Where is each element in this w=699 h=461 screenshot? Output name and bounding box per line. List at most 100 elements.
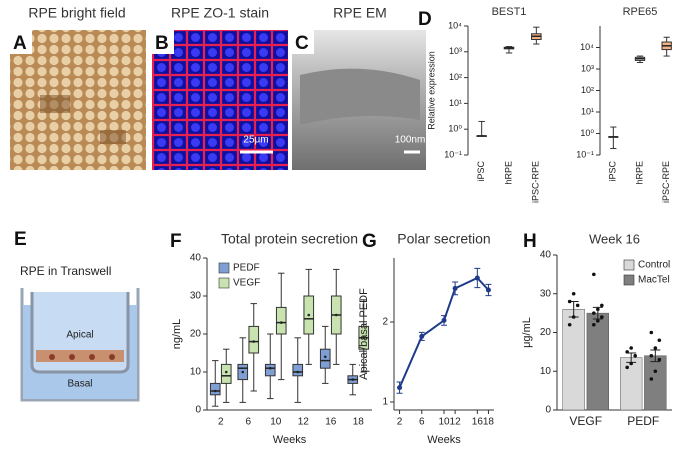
- mean: [334, 313, 338, 317]
- box: [220, 363, 232, 384]
- y-tick-label: 2: [382, 317, 388, 328]
- y-tick-label: 10²: [449, 72, 462, 82]
- y-tick-label: 10⁴: [448, 20, 462, 30]
- y-axis-label: ng/mL: [171, 319, 183, 350]
- y-tick-label: 40: [190, 253, 202, 264]
- image-shade: [100, 130, 126, 144]
- y-tick-label: 10¹: [581, 106, 594, 116]
- x-tick-label: VEGF: [569, 414, 602, 428]
- point: [485, 287, 491, 293]
- mean: [279, 321, 283, 324]
- data-point: [571, 315, 576, 319]
- chart-title: Week 16: [589, 231, 640, 246]
- data-point: [596, 319, 600, 323]
- data-point: [629, 361, 633, 366]
- panel-letter: D: [418, 9, 432, 30]
- diagram-title: RPE in Transwell: [20, 264, 111, 278]
- x-tick-label: 16: [472, 417, 484, 428]
- mean: [224, 370, 228, 374]
- data-point: [649, 353, 654, 358]
- data-point: [600, 303, 604, 308]
- data-point: [649, 377, 654, 381]
- scale-label: 25μm: [243, 135, 268, 146]
- y-tick-label: 10⁻¹: [444, 149, 462, 159]
- data-point: [653, 346, 658, 350]
- y-tick-label: 10⁰: [580, 128, 594, 138]
- y-tick-label: 10¹: [449, 98, 462, 108]
- panel-letter: H: [523, 231, 537, 252]
- bar: [620, 357, 643, 411]
- cell-layer: [36, 350, 124, 362]
- x-tick-label: 18: [353, 417, 365, 428]
- data-point: [625, 365, 629, 370]
- y-tick-label: 0: [195, 405, 201, 416]
- data-point: [571, 291, 576, 296]
- box: [209, 382, 221, 396]
- panel-title: RPE EM: [333, 5, 387, 21]
- panel-letter: F: [170, 231, 182, 252]
- mean: [241, 370, 245, 374]
- nucleus: [89, 354, 95, 360]
- mean: [252, 340, 256, 343]
- legend-swatch: [218, 262, 230, 274]
- data-point: [567, 322, 572, 327]
- y-tick-label: 10³: [581, 63, 594, 73]
- legend-label: MacTel: [638, 275, 670, 286]
- nucleus: [49, 354, 55, 360]
- mean: [307, 313, 311, 317]
- x-tick-label: iPSC: [476, 161, 486, 182]
- panel-letter: A: [13, 33, 27, 54]
- x-tick-label: 6: [245, 417, 251, 428]
- y-tick-label: 20: [540, 327, 552, 338]
- x-tick-label: hRPE: [503, 161, 513, 185]
- box: [275, 306, 287, 335]
- x-tick-label: iPSC-RPE: [531, 161, 541, 203]
- legend-swatch: [218, 277, 230, 289]
- y-axis-label: Apical/basal PEDF: [358, 288, 370, 380]
- y-tick-label: 20: [190, 329, 202, 340]
- point: [452, 285, 458, 291]
- legend-swatch: [623, 274, 635, 286]
- nucleus: [69, 354, 75, 360]
- x-tick-label: 10: [438, 417, 450, 428]
- x-axis-label: Weeks: [273, 434, 307, 446]
- x-tick-label: iPSC: [608, 161, 618, 182]
- box: [248, 325, 260, 354]
- y-tick-label: 10: [190, 367, 202, 378]
- bar: [586, 312, 610, 411]
- y-tick-label: 10⁻¹: [576, 149, 594, 159]
- data-point: [575, 303, 580, 308]
- data-point: [653, 369, 658, 374]
- data-point: [600, 315, 604, 319]
- y-tick-label: 10²: [581, 85, 594, 95]
- box: [319, 348, 331, 369]
- box: [264, 363, 276, 377]
- apical-label: Apical: [66, 330, 93, 341]
- data-point: [592, 272, 596, 277]
- legend-label: VEGF: [233, 278, 260, 289]
- point: [397, 385, 403, 391]
- well: [20, 288, 140, 402]
- chart-title: Total protein secretion: [221, 231, 358, 247]
- y-tick-label: 10: [540, 366, 552, 377]
- point: [441, 317, 447, 323]
- brightfield-image: [10, 30, 146, 170]
- x-tick-label: 10: [270, 417, 282, 428]
- y-tick-label: 30: [190, 291, 202, 302]
- image-shade: [40, 95, 70, 113]
- box: [292, 363, 304, 377]
- y-axis-label: Relative expression: [426, 51, 436, 130]
- x-tick-label: 16: [325, 417, 337, 428]
- letter-bg: [152, 30, 174, 54]
- nucleus: [109, 354, 115, 360]
- y-tick-label: 30: [540, 288, 552, 299]
- y-tick-label: 1: [382, 397, 388, 408]
- x-tick-label: 12: [450, 417, 462, 428]
- data-point: [657, 338, 662, 343]
- x-tick-label: 18: [483, 417, 495, 428]
- panel-letter: C: [295, 33, 309, 54]
- bar: [562, 309, 585, 411]
- data-point: [633, 353, 637, 358]
- y-axis-label: μg/mL: [521, 317, 533, 348]
